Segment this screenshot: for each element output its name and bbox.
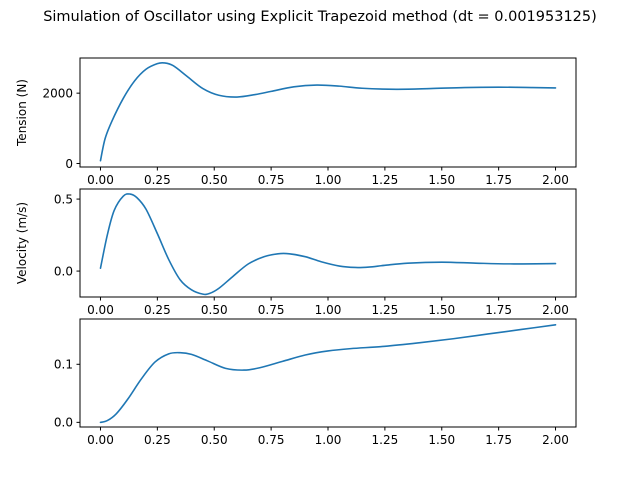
velocity-x-tick-label: 1.50 <box>428 303 455 317</box>
tension-x-tick-label: 1.25 <box>372 173 399 187</box>
velocity-x-tick-label: 0.25 <box>144 303 171 317</box>
subplot-tension: 0.00 0.25 0.50 0.75 1.00 1.25 1.50 1.75 2.00 0 200… <box>15 57 577 187</box>
position-series-line <box>99 324 557 424</box>
position-x-tick-label: 0.75 <box>258 433 285 447</box>
velocity-axes-frame <box>79 188 577 298</box>
velocity-x-tick-label: 1.75 <box>485 303 512 317</box>
position-y-tick-label: 0.0 <box>54 416 73 430</box>
tension-x-tick-label: 0.00 <box>87 173 114 187</box>
position-axes-frame <box>79 318 577 428</box>
figure-title: Simulation of Oscillator using Explicit … <box>43 9 597 25</box>
tension-y-axis-label: Tension (N) <box>15 79 29 147</box>
tension-x-tick-label: 0.50 <box>201 173 228 187</box>
velocity-x-tick-label: 0.00 <box>87 303 114 317</box>
velocity-series-line <box>99 193 557 296</box>
tension-x-tick-label: 0.75 <box>258 173 285 187</box>
tension-y-tick-label: 0 <box>65 157 73 171</box>
velocity-y-tick-label: 0.5 <box>54 192 73 206</box>
tension-x-tick-label: 0.25 <box>144 173 171 187</box>
subplots: 0.00 0.25 0.50 0.75 1.00 1.25 1.50 1.75 2.00 0 200… <box>15 57 577 447</box>
velocity-x-tick-label: 1.00 <box>315 303 342 317</box>
velocity-x-tick-label: 0.50 <box>201 303 228 317</box>
tension-y-tick-label: 2000 <box>42 86 73 100</box>
velocity-x-tick-label: 0.75 <box>258 303 285 317</box>
position-x-tick-label: 1.75 <box>485 433 512 447</box>
tension-series-line <box>99 61 557 162</box>
position-x-tick-label: 2.00 <box>542 433 569 447</box>
subplot-velocity: 0.00 0.25 0.50 0.75 1.00 1.25 1.50 1.75 2.00 0.0 0… <box>15 188 577 317</box>
position-x-tick-label: 0.00 <box>87 433 114 447</box>
velocity-x-tick-label: 2.00 <box>542 303 569 317</box>
velocity-y-axis-label: Velocity (m/s) <box>15 202 29 284</box>
tension-x-tick-label: 1.50 <box>428 173 455 187</box>
position-x-tick-label: 0.50 <box>201 433 228 447</box>
tension-axes-frame <box>79 57 577 168</box>
position-x-tick-label: 1.25 <box>372 433 399 447</box>
subplot-position: 0.00 0.25 0.50 0.75 1.00 1.25 1.50 1.75 2.00 0.0 0… <box>54 318 577 447</box>
tension-x-tick-label: 1.75 <box>485 173 512 187</box>
tension-x-tick-label: 2.00 <box>542 173 569 187</box>
velocity-y-tick-label: 0.0 <box>54 264 73 278</box>
tension-x-tick-label: 1.00 <box>315 173 342 187</box>
position-x-tick-label: 1.00 <box>315 433 342 447</box>
position-x-tick-label: 0.25 <box>144 433 171 447</box>
velocity-x-tick-label: 1.25 <box>372 303 399 317</box>
position-x-tick-label: 1.50 <box>428 433 455 447</box>
position-y-tick-label: 0.1 <box>54 358 73 372</box>
